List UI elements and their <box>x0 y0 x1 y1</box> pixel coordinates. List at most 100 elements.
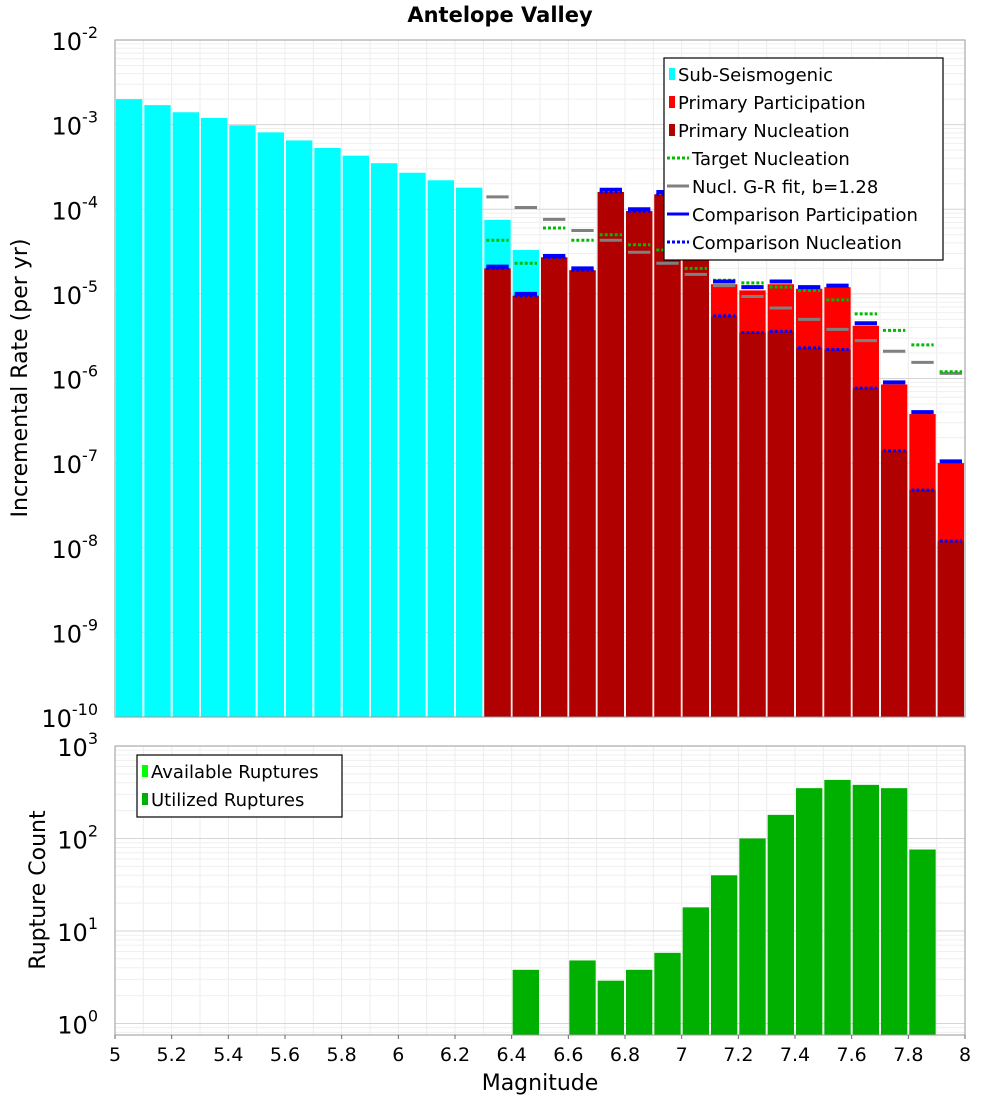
x-tick-label: 8 <box>959 1044 971 1066</box>
sub-seismogenic-bar <box>257 132 284 718</box>
x-tick-labels: 5 5.2 5.4 5.6 5.8 6 6.2 6.4 6.6 6.8 7 7.2 7.4 7.6 7.8 8 <box>109 1035 971 1066</box>
x-tick-label: 7.8 <box>893 1044 923 1066</box>
bottom-plot-frame <box>114 745 966 1036</box>
legend-box <box>663 57 944 261</box>
y-tick-label: 102 <box>57 821 98 854</box>
y-tick-label: 10-3 <box>52 108 99 141</box>
legend-box <box>136 754 343 818</box>
bottom-panel: 100 101 102 103 5 5.2 5.4 5.6 5.8 6 6.2 6.4 6.6 6.8 7… <box>26 729 971 1096</box>
bottom-y-axis-label: Rupture Count <box>26 810 51 970</box>
utilized-ruptures-bar <box>597 980 624 1035</box>
utilized-ruptures-bar <box>682 907 709 1035</box>
utilized-ruptures-bar <box>824 779 851 1035</box>
legend-label: Available Ruptures <box>151 762 319 783</box>
y-tick-label: 101 <box>57 914 98 947</box>
sub-seismogenic-bar <box>314 147 341 718</box>
utilized-ruptures-bar <box>569 960 596 1035</box>
primary-nucleation-bar <box>796 347 823 717</box>
top-y-axis-label: Incremental Rate (per yr) <box>8 239 33 518</box>
sub-seismogenic-bar <box>172 112 199 717</box>
utilized-ruptures-bar <box>739 838 766 1035</box>
bottom-legend: Available Ruptures Utilized Ruptures <box>136 754 343 818</box>
primary-nucleation-bar <box>654 194 681 718</box>
legend-swatch <box>669 68 675 80</box>
utilized-ruptures-bar <box>654 952 681 1035</box>
primary-nucleation-bar <box>937 541 964 717</box>
legend-label: Comparison Participation <box>692 205 918 226</box>
x-tick-label: 5.4 <box>213 1044 243 1066</box>
primary-nucleation-bar <box>512 295 539 717</box>
y-tick-label: 10-4 <box>52 192 99 225</box>
x-tick-label: 7.2 <box>723 1044 753 1066</box>
x-tick-label: 6 <box>392 1044 404 1066</box>
primary-nucleation-bar <box>711 315 738 717</box>
x-tick-label: 5.2 <box>157 1044 187 1066</box>
legend-label: Utilized Ruptures <box>151 790 304 811</box>
y-tick-label: 10-6 <box>52 362 99 395</box>
top-plot-frame <box>114 39 966 718</box>
top-bars <box>116 99 964 718</box>
bottom-bars <box>512 779 936 1035</box>
primary-nucleation-bar <box>767 331 794 717</box>
legend-swatch <box>669 124 675 136</box>
legend-label: Primary Participation <box>678 93 866 114</box>
utilized-ruptures-bar <box>626 969 653 1035</box>
top-panel: 10-10 10-9 10-8 10-7 10-6 10-5 10-4 10-3 10-2 In… <box>8 23 966 733</box>
y-tick-label: 10-10 <box>41 700 98 733</box>
sub-seismogenic-bar <box>286 140 313 717</box>
legend-label: Primary Nucleation <box>678 121 850 142</box>
x-tick-label: 5.8 <box>327 1044 357 1066</box>
sub-seismogenic-bar <box>371 163 398 717</box>
primary-nucleation-bar <box>626 211 653 718</box>
sub-seismogenic-bar <box>399 172 426 717</box>
primary-nucleation-bar <box>682 251 709 717</box>
primary-nucleation-bar <box>597 191 624 718</box>
legend-swatch <box>142 765 148 777</box>
sub-seismogenic-bar <box>427 180 454 718</box>
utilized-ruptures-bar <box>711 875 738 1035</box>
primary-nucleation-bar <box>852 388 879 717</box>
y-tick-label: 10-5 <box>52 277 99 310</box>
chart-title: Antelope Valley <box>407 3 593 27</box>
primary-nucleation-bar <box>739 332 766 717</box>
y-tick-label: 103 <box>57 729 98 762</box>
x-tick-label: 5.6 <box>270 1044 300 1066</box>
x-tick-label: 7 <box>676 1044 688 1066</box>
sub-seismogenic-bar <box>144 105 171 717</box>
x-tick-label: 5 <box>109 1044 121 1066</box>
primary-nucleation-bar <box>881 450 908 717</box>
x-axis-label: Magnitude <box>482 1071 599 1096</box>
utilized-ruptures-bar <box>796 788 823 1035</box>
bottom-y-tick-labels: 100 101 102 103 <box>57 729 98 1039</box>
x-tick-label: 6.4 <box>497 1044 527 1066</box>
sub-seismogenic-bar <box>456 187 483 717</box>
legend-label: Nucl. G-R fit, b=1.28 <box>692 177 878 198</box>
primary-nucleation-bar <box>569 270 596 717</box>
sub-seismogenic-bar <box>201 117 228 717</box>
legend-label: Target Nucleation <box>691 149 850 170</box>
sub-seismogenic-bar <box>342 155 369 718</box>
x-tick-label: 6.2 <box>440 1044 470 1066</box>
utilized-ruptures-bar <box>767 814 794 1035</box>
x-tick-label: 7.4 <box>780 1044 810 1066</box>
legend-label: Sub-Seismogenic <box>678 65 833 86</box>
top-legend: Sub-Seismogenic Primary Participation Prim… <box>663 57 944 261</box>
utilized-ruptures-bar <box>852 784 879 1035</box>
y-tick-label: 10-2 <box>52 23 99 56</box>
primary-nucleation-bar <box>484 268 511 717</box>
x-tick-label: 6.6 <box>553 1044 583 1066</box>
y-tick-label: 10-7 <box>52 446 99 479</box>
utilized-ruptures-bar <box>881 788 908 1035</box>
sub-seismogenic-bar <box>229 125 256 717</box>
legend-label: Comparison Nucleation <box>692 233 902 254</box>
utilized-ruptures-bar <box>512 969 539 1035</box>
primary-nucleation-bar <box>824 349 851 717</box>
sub-seismogenic-bar <box>116 99 143 718</box>
x-tick-label: 6.8 <box>610 1044 640 1066</box>
primary-nucleation-bar <box>909 490 936 717</box>
top-lines <box>486 187 962 543</box>
y-tick-label: 10-9 <box>52 615 99 648</box>
y-tick-label: 100 <box>57 1006 98 1039</box>
primary-nucleation-bar <box>541 257 568 717</box>
